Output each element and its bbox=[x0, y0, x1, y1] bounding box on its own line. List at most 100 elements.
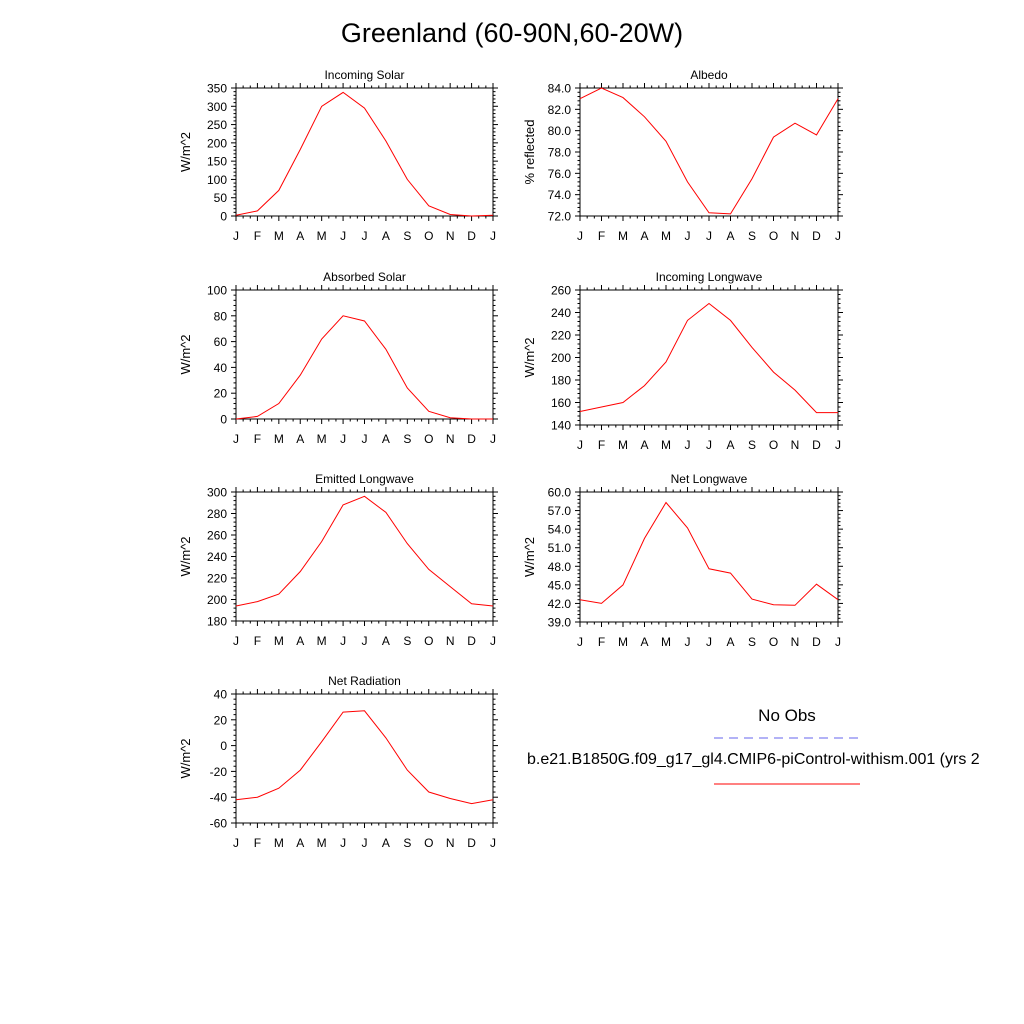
y-tick-label: 82.0 bbox=[548, 103, 572, 117]
x-tick-label: A bbox=[382, 432, 390, 446]
x-tick-label: M bbox=[317, 432, 327, 446]
x-tick-label: A bbox=[640, 229, 648, 243]
y-tick-label: 76.0 bbox=[548, 167, 572, 181]
x-tick-label: O bbox=[769, 438, 778, 452]
y-tick-label: 220 bbox=[551, 329, 571, 343]
panel-title: Net Radiation bbox=[328, 674, 401, 688]
x-tick-label: J bbox=[490, 836, 496, 850]
panel-incoming-longwave: J F M A M J J A S O N D J140160180200220240260Incomi… bbox=[522, 270, 843, 452]
x-tick-label: A bbox=[382, 836, 390, 850]
y-tick-label: 220 bbox=[207, 572, 227, 586]
x-tick-label: M bbox=[618, 635, 628, 649]
y-tick-label: 260 bbox=[551, 284, 571, 298]
x-tick-label: F bbox=[254, 836, 261, 850]
x-tick-label: J bbox=[577, 229, 583, 243]
series-line bbox=[235, 91, 494, 217]
x-tick-label: M bbox=[618, 438, 628, 452]
y-tick-label: 300 bbox=[207, 486, 227, 500]
y-tick-label: 80 bbox=[214, 309, 228, 323]
x-tick-label: M bbox=[274, 432, 284, 446]
x-tick-label: M bbox=[618, 229, 628, 243]
x-tick-label: F bbox=[254, 229, 261, 243]
plot-frame bbox=[235, 693, 494, 824]
x-tick-label: J bbox=[490, 432, 496, 446]
y-axis-label: W/m^2 bbox=[178, 132, 193, 172]
plot-frame bbox=[579, 87, 839, 217]
series-line bbox=[579, 87, 839, 215]
x-tick-label: J bbox=[835, 635, 841, 649]
x-tick-label: M bbox=[661, 635, 671, 649]
y-tick-label: 20 bbox=[214, 713, 228, 727]
y-tick-label: 250 bbox=[207, 118, 227, 132]
x-tick-label: O bbox=[424, 432, 433, 446]
x-tick-label: F bbox=[598, 635, 605, 649]
y-tick-label: 200 bbox=[551, 351, 571, 365]
y-tick-label: 39.0 bbox=[548, 616, 572, 630]
y-tick-label: 140 bbox=[551, 419, 571, 433]
x-tick-label: D bbox=[812, 438, 821, 452]
y-axis-label: W/m^2 bbox=[178, 536, 193, 576]
y-tick-label: 350 bbox=[207, 82, 227, 96]
x-tick-label: A bbox=[296, 836, 304, 850]
x-tick-label: O bbox=[769, 635, 778, 649]
y-tick-label: -60 bbox=[210, 817, 228, 831]
series-line bbox=[235, 495, 494, 607]
x-tick-label: S bbox=[403, 836, 411, 850]
x-tick-label: O bbox=[769, 229, 778, 243]
x-tick-label: A bbox=[296, 432, 304, 446]
x-tick-label: S bbox=[748, 635, 756, 649]
x-tick-label: N bbox=[791, 229, 800, 243]
x-tick-label: M bbox=[661, 438, 671, 452]
x-tick-label: A bbox=[640, 635, 648, 649]
y-tick-label: 150 bbox=[207, 155, 227, 169]
x-tick-label: J bbox=[835, 229, 841, 243]
x-tick-label: D bbox=[467, 836, 476, 850]
panel-net-longwave: J F M A M J J A S O N D J39.042.045.048.051.054.057.… bbox=[522, 472, 843, 649]
figure-title: Greenland (60-90N,60-20W) bbox=[340, 18, 684, 48]
panel-title: Albedo bbox=[690, 68, 728, 82]
y-tick-label: 200 bbox=[207, 593, 227, 607]
x-tick-label: A bbox=[382, 229, 390, 243]
x-tick-label: J bbox=[490, 634, 496, 648]
panel-title: Emitted Longwave bbox=[315, 472, 414, 486]
x-tick-label: S bbox=[403, 432, 411, 446]
y-tick-label: 42.0 bbox=[548, 597, 572, 611]
x-tick-label: D bbox=[467, 229, 476, 243]
legend-obs-label: No Obs bbox=[758, 706, 816, 725]
x-tick-label: J bbox=[706, 635, 712, 649]
x-tick-label: J bbox=[340, 634, 346, 648]
y-tick-label: 74.0 bbox=[548, 188, 572, 202]
x-tick-label: O bbox=[424, 229, 433, 243]
y-tick-label: 280 bbox=[207, 507, 227, 521]
x-tick-label: D bbox=[812, 635, 821, 649]
y-tick-label: 84.0 bbox=[548, 82, 572, 96]
y-tick-label: 60 bbox=[214, 335, 228, 349]
x-tick-label: A bbox=[726, 229, 734, 243]
x-tick-label: J bbox=[685, 229, 691, 243]
y-tick-label: 48.0 bbox=[548, 560, 572, 574]
x-tick-label: J bbox=[577, 635, 583, 649]
x-tick-label: J bbox=[490, 229, 496, 243]
y-tick-label: 40 bbox=[214, 688, 228, 702]
y-tick-label: 0 bbox=[220, 210, 227, 224]
x-tick-label: N bbox=[446, 836, 455, 850]
x-tick-label: N bbox=[446, 634, 455, 648]
y-tick-label: 180 bbox=[551, 374, 571, 388]
x-tick-label: J bbox=[706, 438, 712, 452]
x-tick-label: D bbox=[467, 634, 476, 648]
y-axis-label: W/m^2 bbox=[178, 738, 193, 778]
x-tick-label: A bbox=[726, 635, 734, 649]
x-tick-label: A bbox=[382, 634, 390, 648]
x-tick-label: J bbox=[362, 634, 368, 648]
x-tick-label: M bbox=[317, 229, 327, 243]
y-tick-label: 54.0 bbox=[548, 523, 572, 537]
plot-frame bbox=[235, 491, 494, 622]
plot-frame bbox=[235, 289, 494, 420]
x-tick-label: N bbox=[791, 438, 800, 452]
legend-model-label: b.e21.B1850G.f09_g17_gl4.CMIP6-piControl… bbox=[527, 751, 980, 768]
x-tick-label: F bbox=[254, 432, 261, 446]
panel-albedo: J F M A M J J A S O N D J72.074.076.078.080.082.084.… bbox=[522, 68, 843, 243]
y-tick-label: 180 bbox=[207, 615, 227, 629]
y-tick-label: 100 bbox=[207, 284, 227, 298]
